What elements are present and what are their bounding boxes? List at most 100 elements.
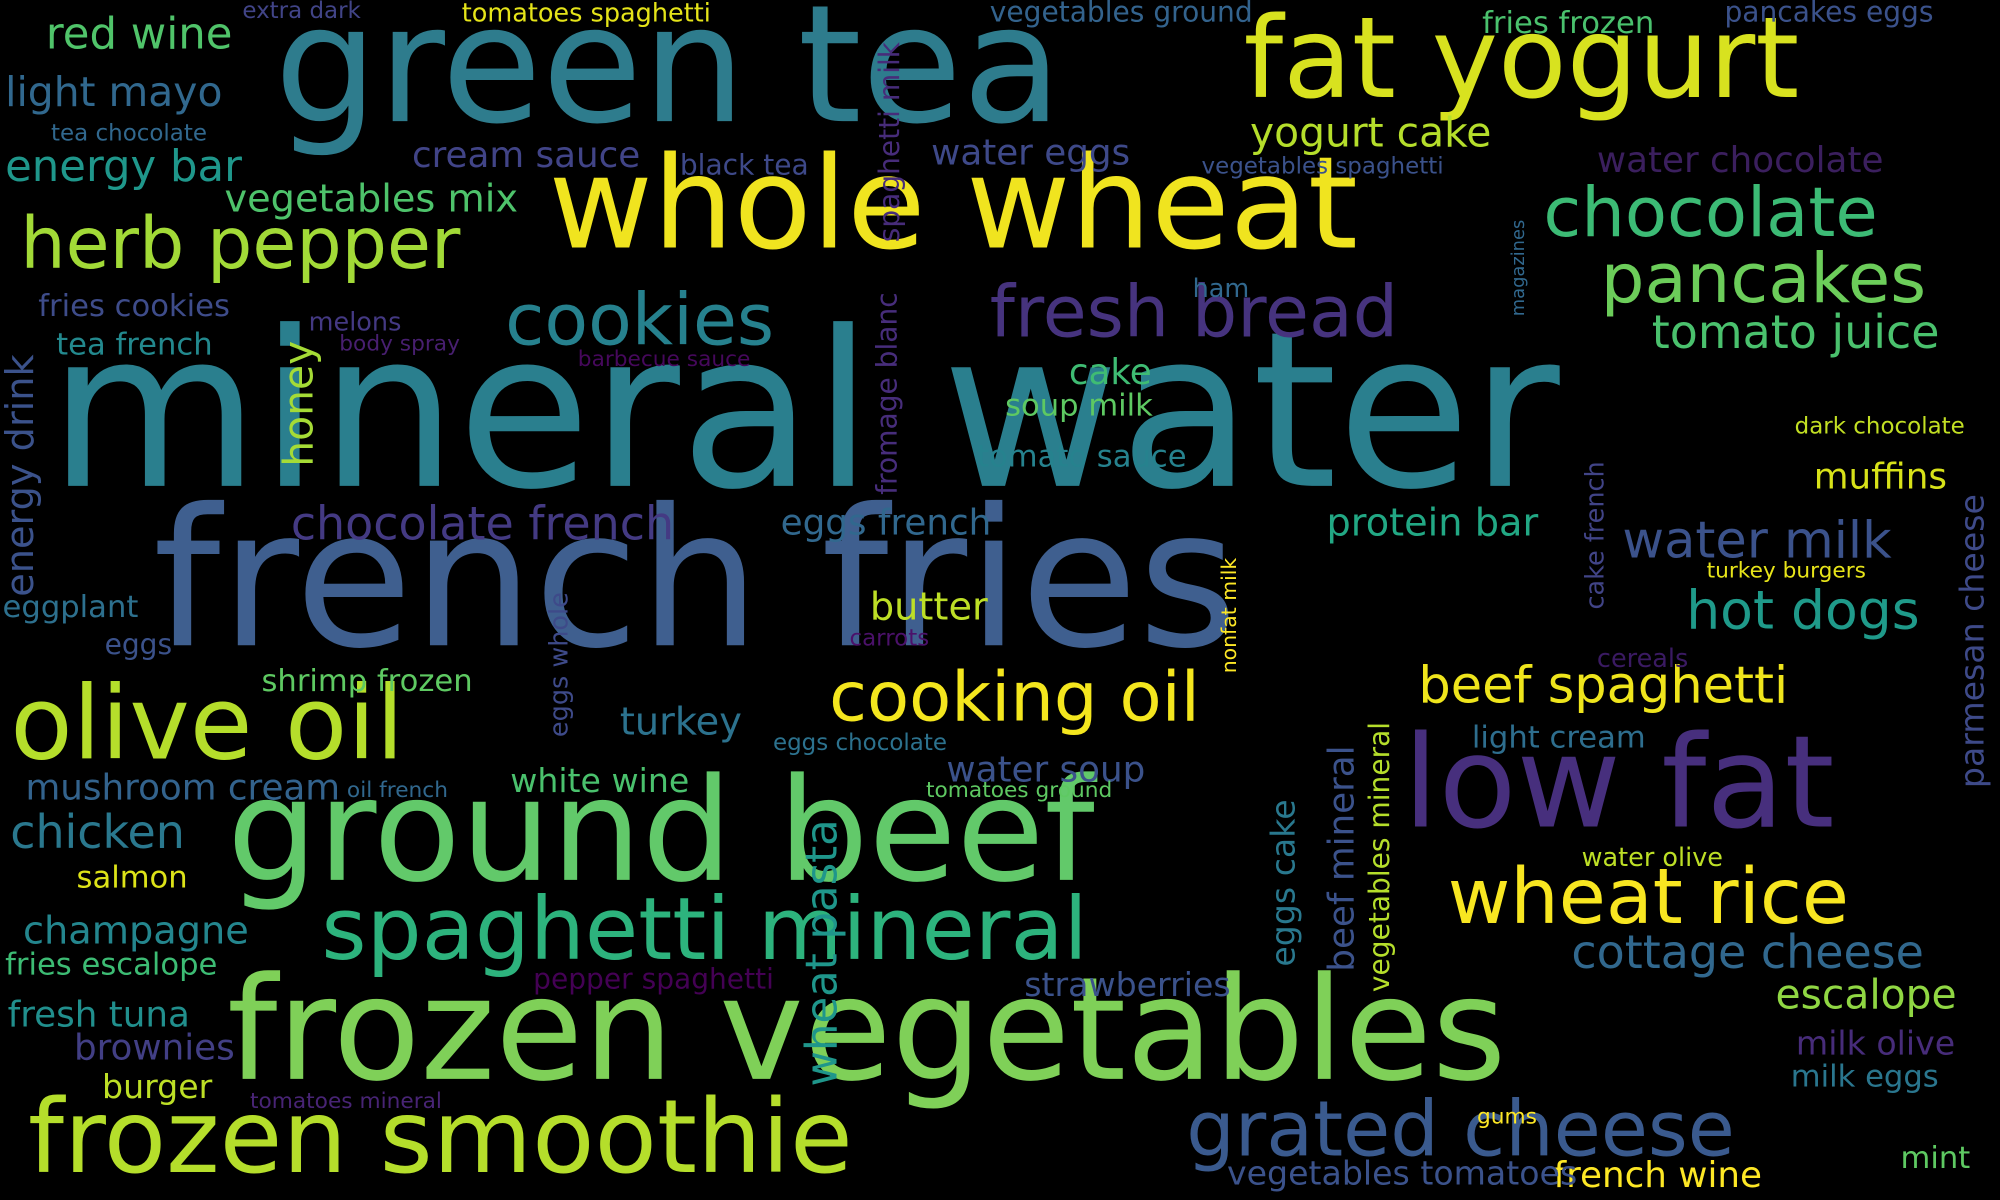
word: cooking oil [829,656,1200,738]
word: milk eggs [1790,1058,1939,1095]
word: cookies [505,279,775,363]
word: herb pepper [20,202,461,286]
word: cream sauce [411,133,641,176]
word: tomato sauce [977,438,1187,475]
word: eggs [104,629,173,662]
word: milk olive [1795,1025,1956,1064]
word-vertical: fromage blanc [872,292,905,495]
word: carrots [849,624,930,652]
word: energy bar [5,141,242,193]
word: pancakes eggs [1724,0,1934,30]
word: pepper spaghetti [533,964,774,996]
word: vegetables spaghetti [1201,153,1444,180]
word: frozen vegetables [227,947,1507,1114]
word: water soup [946,748,1146,791]
word: hot dogs [1686,578,1920,642]
word: strawberries [1024,966,1231,1005]
word: escalope [1775,970,1957,1019]
word: water milk [1622,511,1892,571]
word: butter [869,585,988,630]
word-vertical: cake french [1579,461,1610,610]
word: turkey burgers [1706,558,1866,585]
word: fries cookies [38,288,230,324]
word: extra dark [242,0,361,25]
word-vertical: eggs cake [1265,799,1304,967]
word: pancakes [1600,238,1927,319]
word: dark chocolate [1794,413,1965,440]
word: oil french [346,777,448,804]
word: champagne [22,909,249,954]
word: black tea [679,150,809,183]
word: vegetables tomatoes [1227,1155,1578,1194]
word: french wine [1553,1154,1763,1197]
word-vertical: parmesan cheese [1954,494,1993,789]
word: shrimp frozen [261,663,473,699]
word: red wine [45,8,233,60]
word: french fries [153,469,1238,692]
word: tomatoes mineral [249,1089,442,1115]
word: protein bar [1326,501,1539,546]
word-vertical: spaghetti milk [874,41,907,243]
word: green tea [274,0,1063,161]
word: vegetables ground [989,0,1253,30]
word: eggplant [2,589,139,625]
word-vertical: beef mineral [1320,745,1363,972]
word-vertical: honey [274,340,323,467]
word: beef spaghetti [1418,656,1789,716]
word: fries frozen [1482,5,1655,41]
word: eggs french [780,501,992,544]
word: light mayo [5,67,223,117]
word: fries escalope [5,946,218,982]
word-vertical: nonfat milk [1216,557,1242,674]
word: mineral water [48,285,1560,539]
word: fresh tuna [7,993,190,1036]
word: vegetables mix [224,177,519,222]
word: fresh bread [989,271,1399,355]
word: gums [1477,1104,1537,1130]
word: cereals [1596,642,1689,674]
word: olive oil [10,664,405,783]
word: salmon [76,859,188,896]
word: cake [1068,350,1152,393]
word: water chocolate [1596,138,1884,182]
word: low fat [1403,707,1835,857]
word: burger [102,1068,213,1107]
word: water eggs [931,131,1131,174]
word: light cream [1471,719,1646,755]
word: frozen smoothie [28,1077,853,1197]
word: mushroom cream [25,766,341,809]
word: tea chocolate [51,119,207,147]
word: whole wheat [548,128,1358,278]
word: fat yogurt [1243,0,1800,124]
word: mint [1900,1140,1971,1176]
word: muffins [1813,455,1947,498]
word: tomato juice [1651,307,1940,360]
word: ground beef [227,748,1095,915]
word: tea french [56,326,213,363]
word: cottage cheese [1571,927,1924,980]
word: barbecue sauce [577,346,751,373]
word-vertical: eggs whole [543,592,574,738]
word: wheat rice [1447,853,1849,943]
word: white wine [510,762,690,801]
word: grated cheese [1186,1085,1735,1175]
word-vertical: vegetables mineral [1364,721,1397,993]
word-vertical: energy drink [0,354,44,597]
word: eggs chocolate [772,729,947,757]
word: soup milk [1005,387,1153,424]
word: brownies [73,1026,235,1069]
word: tomatoes spaghetti [461,0,711,29]
word: tomatoes ground [926,777,1113,804]
word: chicken [10,807,185,860]
word: ham [1192,272,1250,304]
word: turkey [619,700,742,745]
word-vertical: magazines [1508,219,1530,317]
word: yogurt cake [1249,108,1492,157]
word: melons [308,306,402,337]
word: water olive [1581,841,1724,873]
word: spaghetti mineral [321,879,1088,981]
word: body spray [339,331,460,358]
word: chocolate french [290,498,675,551]
word-vertical: wheat pasta [797,819,849,1087]
